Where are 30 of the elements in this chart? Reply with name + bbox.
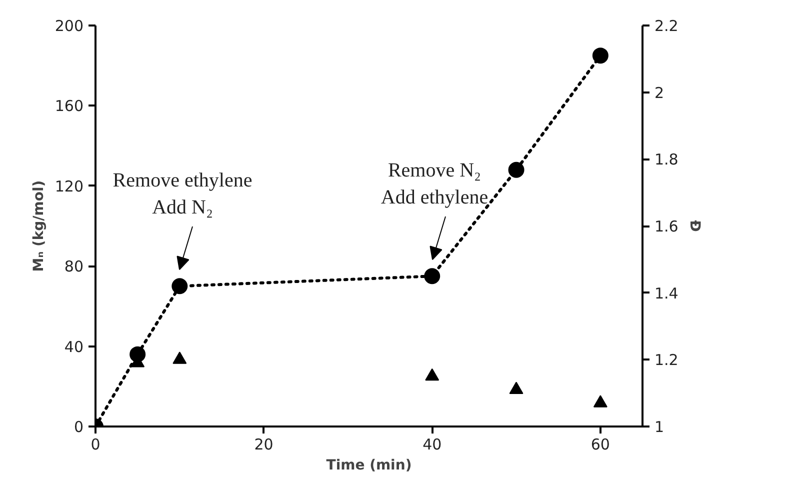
- y-tick-label: 0: [74, 418, 84, 436]
- x-tick-label: 60: [590, 436, 610, 454]
- y2-tick-label: 1.6: [654, 218, 678, 236]
- point: [592, 48, 608, 64]
- y-tick-label: 200: [54, 17, 84, 35]
- x-axis-title: Time (min): [326, 458, 412, 474]
- y2-tick-label: 1.2: [654, 351, 678, 370]
- y2-tick-label: 1.8: [654, 150, 678, 169]
- y2-axis-title: Đ: [686, 220, 702, 232]
- y2-tick-label: 2.2: [654, 17, 678, 35]
- annotation: Remove ethylene Add N₂: [112, 170, 252, 218]
- x-tick-label: 20: [254, 436, 274, 454]
- y-axis-title: Mₙ (kg/mol): [30, 180, 47, 272]
- y-tick-label: 160: [54, 97, 84, 116]
- x-tick-label: 40: [422, 436, 442, 454]
- y-tick-label: 80: [64, 258, 84, 276]
- y-tick-label: 120: [54, 177, 84, 196]
- y2-tick-label: 1: [654, 418, 664, 436]
- point: [425, 368, 440, 381]
- y-tick-label: 40: [64, 338, 84, 356]
- point: [424, 268, 440, 284]
- point: [593, 395, 608, 408]
- y2-tick-label: 1.4: [654, 284, 678, 302]
- x-tick-label: 0: [90, 436, 100, 454]
- point: [172, 278, 188, 294]
- point: [508, 162, 524, 178]
- point: [172, 352, 187, 364]
- point: [509, 382, 524, 394]
- y2-tick-label: 2: [654, 84, 664, 102]
- annotation: Remove N₂ Add ethylene: [380, 160, 488, 208]
